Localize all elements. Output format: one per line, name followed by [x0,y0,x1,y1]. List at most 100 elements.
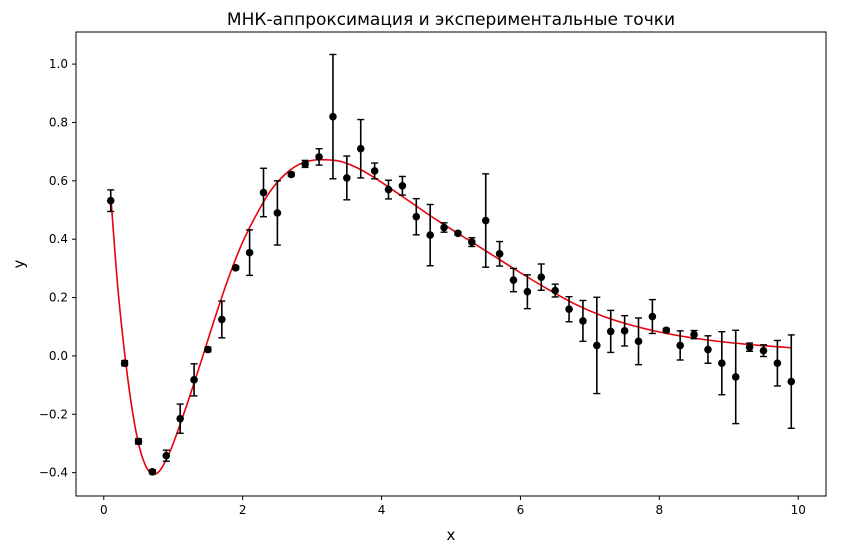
data-point-group [593,296,601,395]
data-point-group [440,222,448,233]
y-tick-label: 0.0 [49,349,68,363]
data-point-group [273,180,282,246]
data-point [231,263,240,272]
y-tick-label: 1.0 [49,57,68,71]
data-point [509,276,518,284]
data-point [176,414,184,423]
data-point-group [190,363,198,397]
data-point-group [398,175,407,196]
data-point-group [134,437,143,446]
data-point-group [662,326,671,335]
data-point-group [745,342,754,352]
x-tick-label: 2 [239,503,247,517]
data-point-group [287,170,296,179]
y-axis-label: y [10,259,28,268]
data-point [245,248,254,257]
data-point [495,249,504,258]
data-point [134,437,143,446]
data-point-group [551,283,559,298]
data-point [593,341,601,350]
data-point [481,216,490,225]
data-point [551,286,559,295]
data-point-group [704,335,712,364]
data-point-group [218,300,226,339]
data-point-group [523,274,532,310]
data-point-group [676,330,684,361]
data-point [106,196,115,205]
data-point [287,170,296,179]
data-point-group [495,240,504,267]
data-point [468,238,476,246]
data-point [676,341,684,350]
data-point-group [454,229,462,238]
data-point [148,467,157,476]
data-point-group [620,314,629,347]
data-point [370,167,379,175]
x-axis-label: x [447,526,456,544]
x-axis: 0 2 4 6 8 10 [100,496,806,517]
y-tick-label: −0.4 [39,466,68,480]
y-axis: −0.4 −0.2 0.0 0.2 0.4 0.6 0.8 1.0 [39,57,76,480]
data-point-group [426,203,434,267]
data-point-group [579,299,587,343]
data-point [787,377,796,386]
data-point-group [468,237,476,248]
data-point-group [176,403,184,434]
y-tick-label: 0.4 [49,232,68,246]
data-point [454,229,462,238]
data-point-group [731,329,740,425]
y-tick-label: −0.2 [39,407,68,421]
data-point-group [509,267,518,293]
data-point [356,144,365,153]
data-point [259,188,268,197]
x-tick-label: 0 [100,503,108,517]
data-point-group [370,162,379,180]
data-point-group [412,197,421,236]
data-point-group [773,339,782,387]
x-tick-label: 10 [791,503,806,517]
y-tick-label: 0.8 [49,115,68,129]
data-point [537,273,546,281]
data-point [773,359,782,368]
data-point [218,315,226,324]
data-point-group [245,229,254,277]
data-point-group [537,263,546,291]
data-point-group [690,329,698,340]
data-point-group [329,53,337,180]
data-point-group [648,298,657,335]
data-point [662,326,671,335]
data-point-group [120,359,129,368]
data-point [745,343,754,351]
data-point [204,345,212,354]
data-point [162,451,171,460]
data-point [343,174,351,182]
data-point [190,376,198,384]
data-point-group [384,179,393,200]
data-point-group [787,334,796,429]
data-point-group [315,148,323,166]
data-point [620,327,629,335]
y-tick-label: 0.2 [49,291,68,305]
y-tick-label: 0.6 [49,174,68,188]
data-point [398,181,407,190]
x-tick-label: 4 [378,503,386,517]
data-point-group [759,344,768,358]
plot-frame [75,31,827,497]
data-point [523,287,532,296]
data-point-group [259,167,268,218]
data-point-group [204,345,212,354]
data-point [384,185,393,194]
data-point [606,327,615,336]
data-point-group [606,309,615,354]
x-tick-label: 8 [656,503,664,517]
data-point [634,337,643,346]
data-point-group [231,263,240,272]
x-tick-label: 6 [517,503,525,517]
data-point-group [106,189,115,213]
data-point-group [481,173,490,268]
data-point [426,231,434,239]
data-point [718,359,726,368]
data-point [412,212,421,221]
data-point-group [718,331,726,396]
